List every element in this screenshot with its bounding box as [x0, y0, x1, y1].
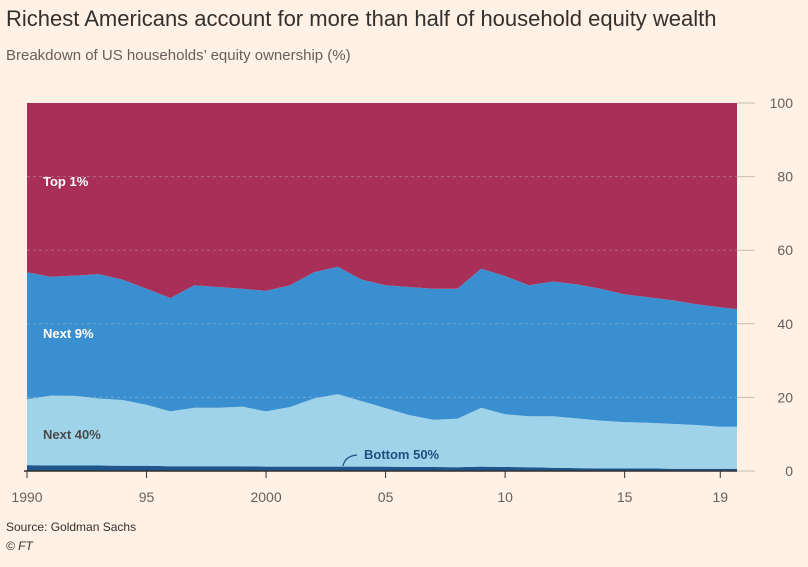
- area-next-9: [27, 266, 737, 427]
- y-tick-label-40: 40: [777, 316, 793, 332]
- area-series-group: [27, 103, 737, 471]
- gridlines: [27, 176, 737, 398]
- y-tick-label-0: 0: [785, 463, 793, 479]
- x-tick-label-2019: 19: [712, 489, 728, 505]
- x-tick-label-2005: 05: [378, 489, 394, 505]
- y-tick-label-80: 80: [777, 169, 793, 185]
- x-tick-label-1995: 95: [139, 489, 155, 505]
- bottom-50-leader-line: [342, 454, 358, 467]
- label-next-40: Next 40%: [43, 427, 101, 442]
- x-tick-label-2010: 10: [497, 489, 513, 505]
- x-tick-label-1990: 1990: [11, 489, 42, 505]
- area-top-1: [27, 103, 737, 310]
- label-top-1: Top 1%: [43, 174, 89, 189]
- series-labels: Bottom 50% Next 40% Next 9% Top 1%: [43, 174, 440, 467]
- y-tick-label-20: 20: [777, 389, 793, 405]
- x-tick-label-2015: 15: [617, 489, 633, 505]
- chart-subtitle: Breakdown of US households’ equity owner…: [6, 47, 351, 64]
- label-bottom-50: Bottom 50%: [364, 447, 440, 462]
- area-bottom-50: [27, 465, 737, 471]
- chart-title: Richest Americans account for more than …: [6, 6, 717, 31]
- area-next-40: [27, 394, 737, 469]
- y-axis: 0 20 40 60 80 100: [737, 95, 793, 479]
- x-axis: 1990 95 2000 05 10 15 19: [11, 470, 737, 505]
- y-tick-label-100: 100: [770, 95, 794, 111]
- source-note: Source: Goldman Sachs: [6, 520, 137, 534]
- copyright-credit: © FT: [6, 539, 33, 553]
- y-tick-label-60: 60: [777, 242, 793, 258]
- label-next-9: Next 9%: [43, 326, 94, 341]
- x-tick-label-2000: 2000: [250, 489, 281, 505]
